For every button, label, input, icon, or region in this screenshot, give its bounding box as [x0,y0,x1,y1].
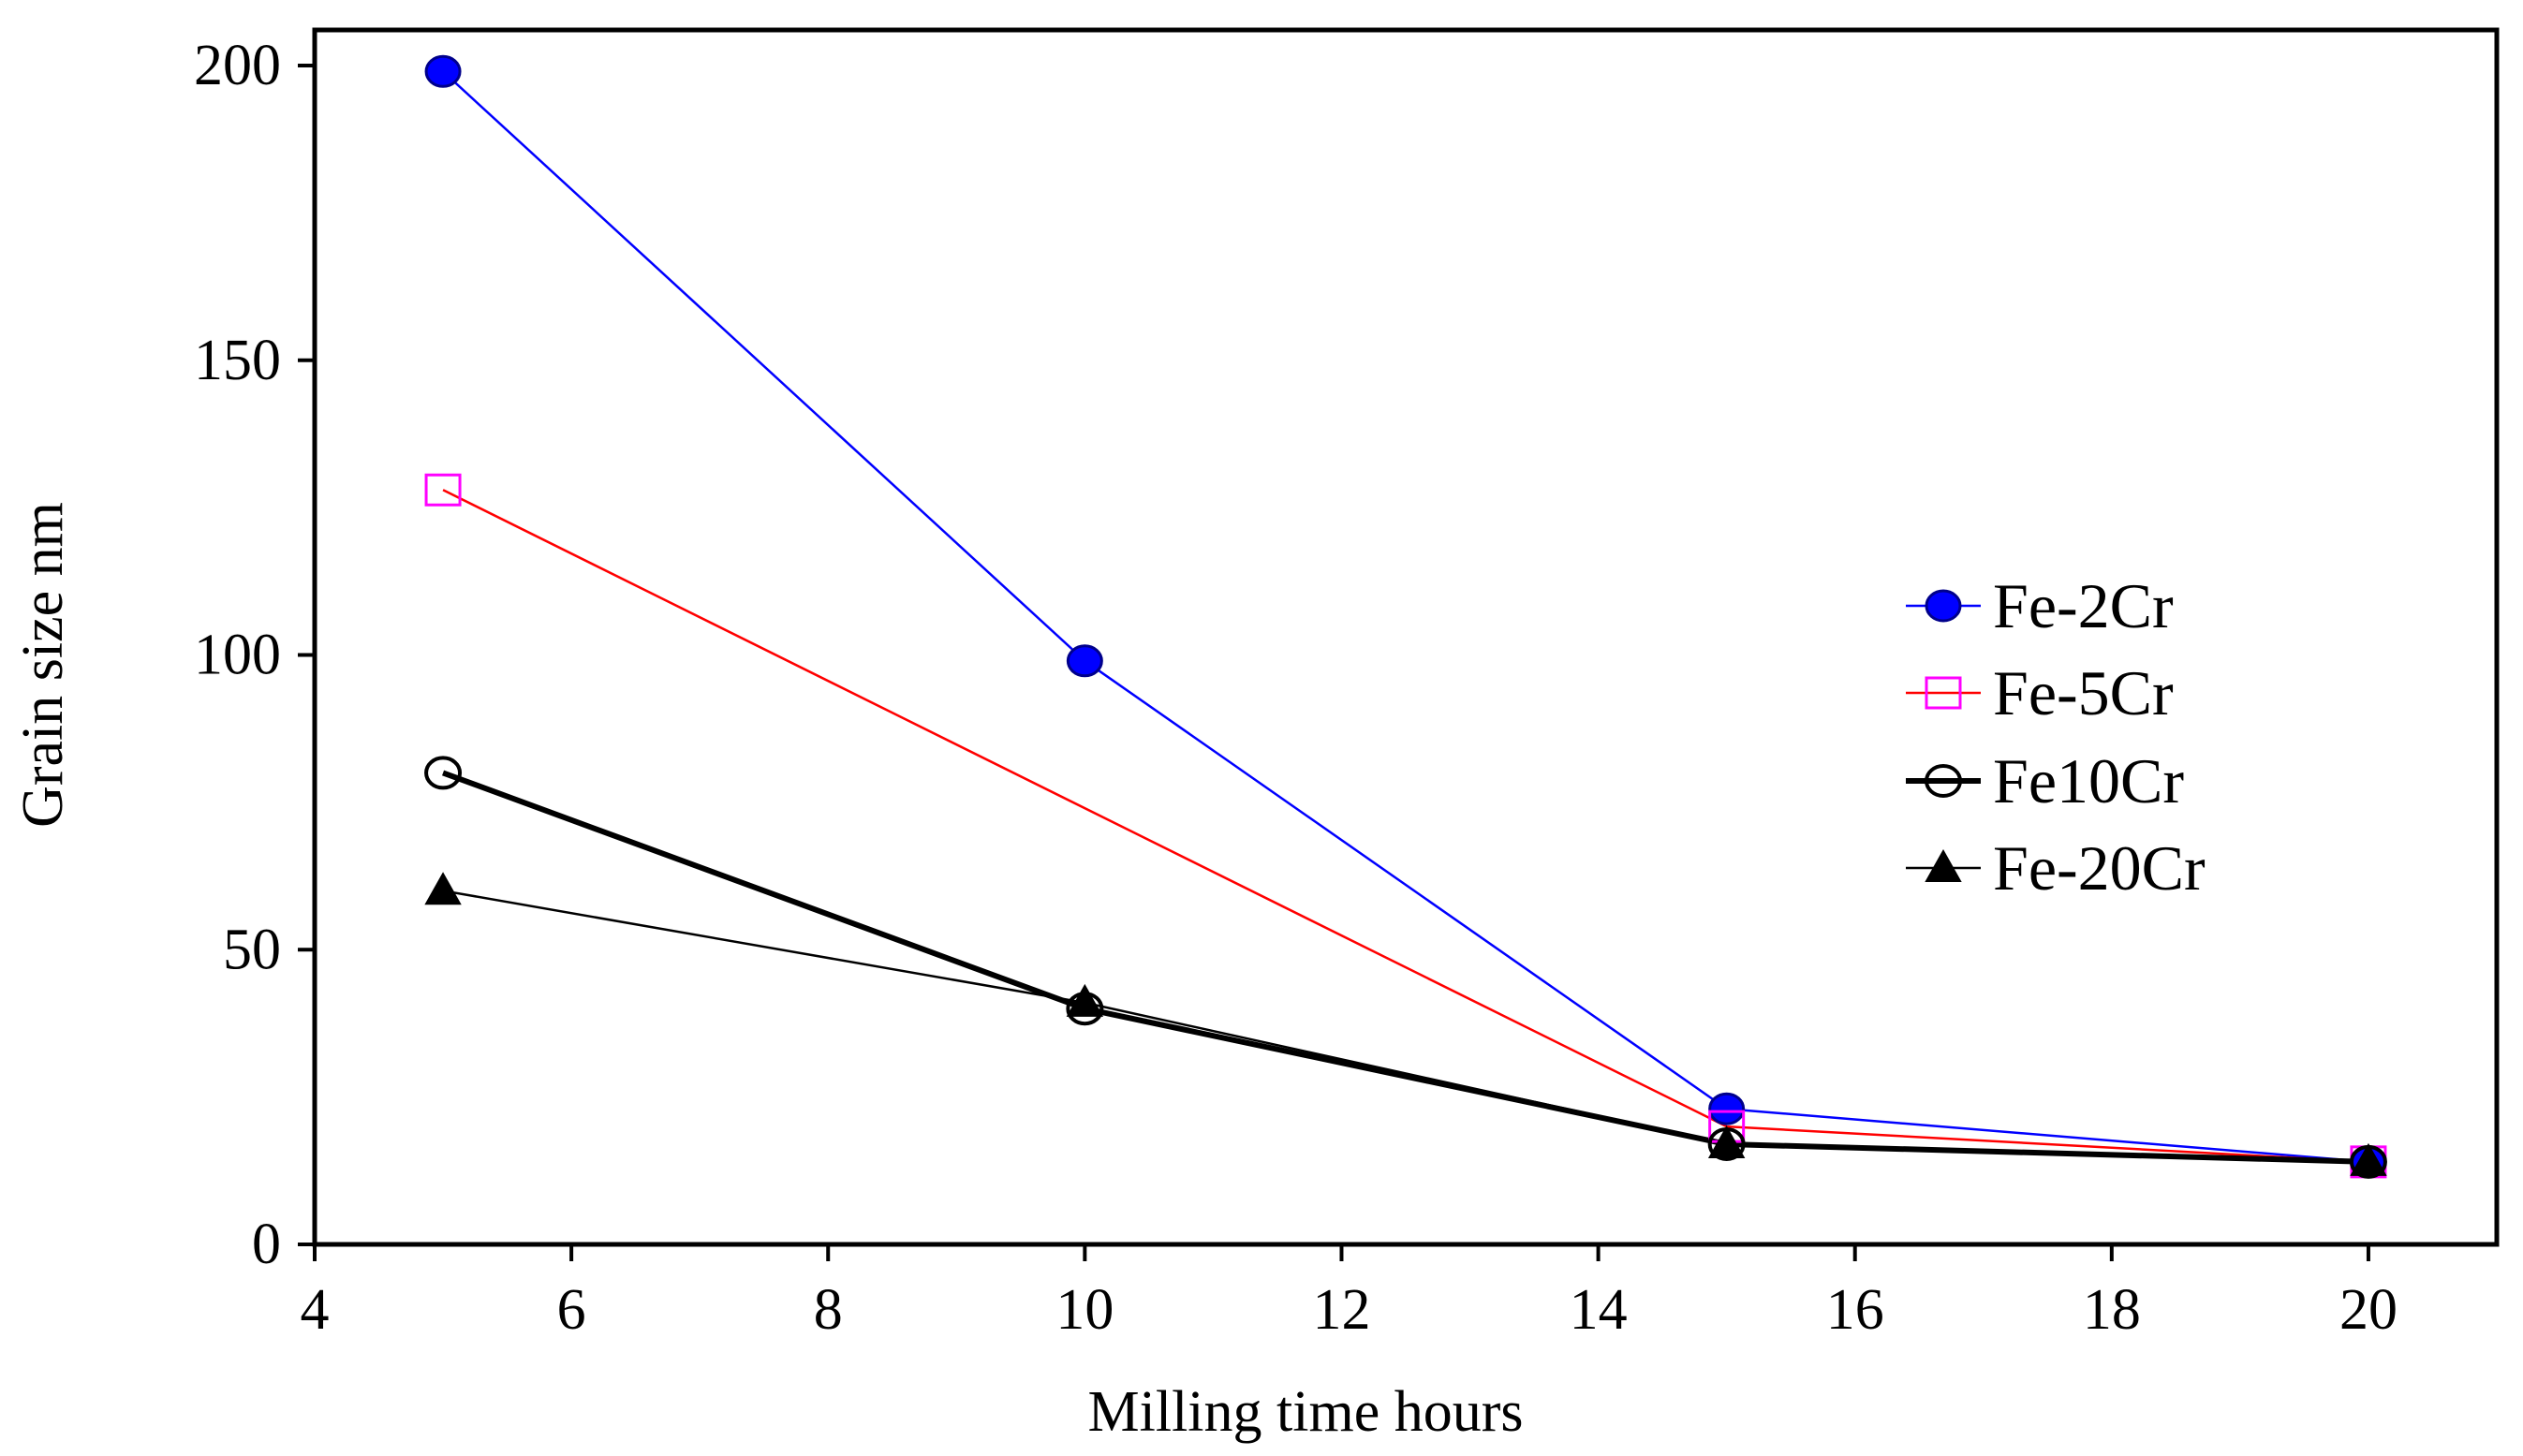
x-axis-title: Milling time hours [1088,1380,1524,1444]
x-tick-label-16: 16 [1826,1278,1884,1342]
x-tick-label-12: 12 [1312,1278,1370,1342]
legend-label-fe10cr: Fe10Cr [1993,745,2184,816]
series-markers [424,54,2387,1179]
x-tick-label-20: 20 [2339,1278,2398,1342]
data-point-fe-2cr-x10 [1066,644,1103,678]
y-tick-label-50: 50 [223,918,281,981]
y-axis-title: Grain size nm [11,502,75,828]
y-tick-label-150: 150 [194,329,281,392]
legend-marker-fe-20cr [1925,848,1962,882]
y-tick-label-200: 200 [194,34,281,97]
x-tick-label-10: 10 [1055,1278,1114,1342]
y-tick-label-0: 0 [252,1213,281,1276]
data-point-fe-20cr-x20 [2350,1142,2387,1176]
series-line-fe-2cr [442,70,2369,1164]
legend-label-fe-2cr: Fe-2Cr [1993,570,2174,641]
x-tick-label-4: 4 [301,1278,330,1342]
data-point-fe-2cr-x5 [424,54,462,88]
legend-marker-fe10cr [1925,764,1962,798]
legend-label-fe-5cr: Fe-5Cr [1993,657,2174,728]
x-tick-label-8: 8 [814,1278,843,1342]
x-tick-label-14: 14 [1570,1278,1628,1342]
legend: Fe-2Cr Fe-5Cr Fe10Cr Fe-20Cr [1906,570,2206,904]
data-point-fe-20cr-x5 [424,872,462,905]
plot-area-frame [312,27,2500,1247]
x-tick-label-6: 6 [557,1278,586,1342]
legend-marker-fe-5cr [1925,676,1962,710]
legend-marker-fe-2cr [1925,589,1962,623]
x-tick-label-18: 18 [2083,1278,2141,1342]
series-line-fe-20cr [442,890,2368,1164]
data-point-fe10cr-x5 [424,756,463,790]
data-point-fe-5cr-x5 [424,473,462,507]
data-point-fe-20cr-x15 [1707,1125,1746,1158]
data-point-fe-20cr-x10 [1066,983,1104,1017]
data-point-fe-2cr-x15 [1708,1092,1746,1125]
legend-label-fe-20cr: Fe-20Cr [1993,832,2206,904]
y-tick-label-100: 100 [194,624,281,687]
